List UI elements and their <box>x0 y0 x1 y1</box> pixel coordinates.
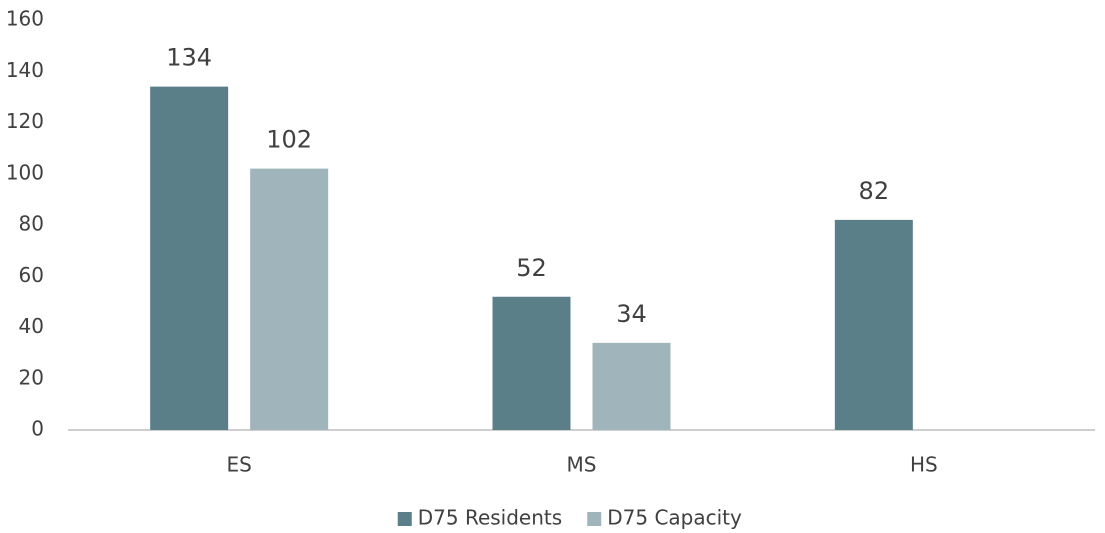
x-tick-label: ES <box>226 453 251 477</box>
y-tick-label: 40 <box>19 314 44 338</box>
bar <box>492 296 571 430</box>
y-tick-label: 120 <box>6 109 44 133</box>
data-label: 134 <box>166 44 212 72</box>
y-tick-label: 0 <box>31 417 44 441</box>
legend-swatch <box>587 512 602 526</box>
y-tick-label: 140 <box>6 58 44 82</box>
x-tick-label: HS <box>910 453 938 477</box>
y-tick-label: 160 <box>6 7 44 31</box>
legend-label: D75 Residents <box>418 506 562 530</box>
data-label: 34 <box>616 300 647 328</box>
data-label: 82 <box>859 177 890 205</box>
x-tick-label: MS <box>567 453 597 477</box>
y-tick-label: 60 <box>19 263 44 287</box>
data-label: 52 <box>516 254 547 282</box>
bar <box>592 342 671 430</box>
data-label: 102 <box>266 126 312 154</box>
bar <box>250 168 329 430</box>
y-tick-label: 20 <box>19 365 44 389</box>
y-tick-label: 80 <box>19 212 44 236</box>
y-tick-label: 100 <box>6 160 44 184</box>
legend-label: D75 Capacity <box>607 506 742 530</box>
bar <box>150 86 229 430</box>
legend-swatch <box>397 512 412 526</box>
bar <box>834 219 913 430</box>
